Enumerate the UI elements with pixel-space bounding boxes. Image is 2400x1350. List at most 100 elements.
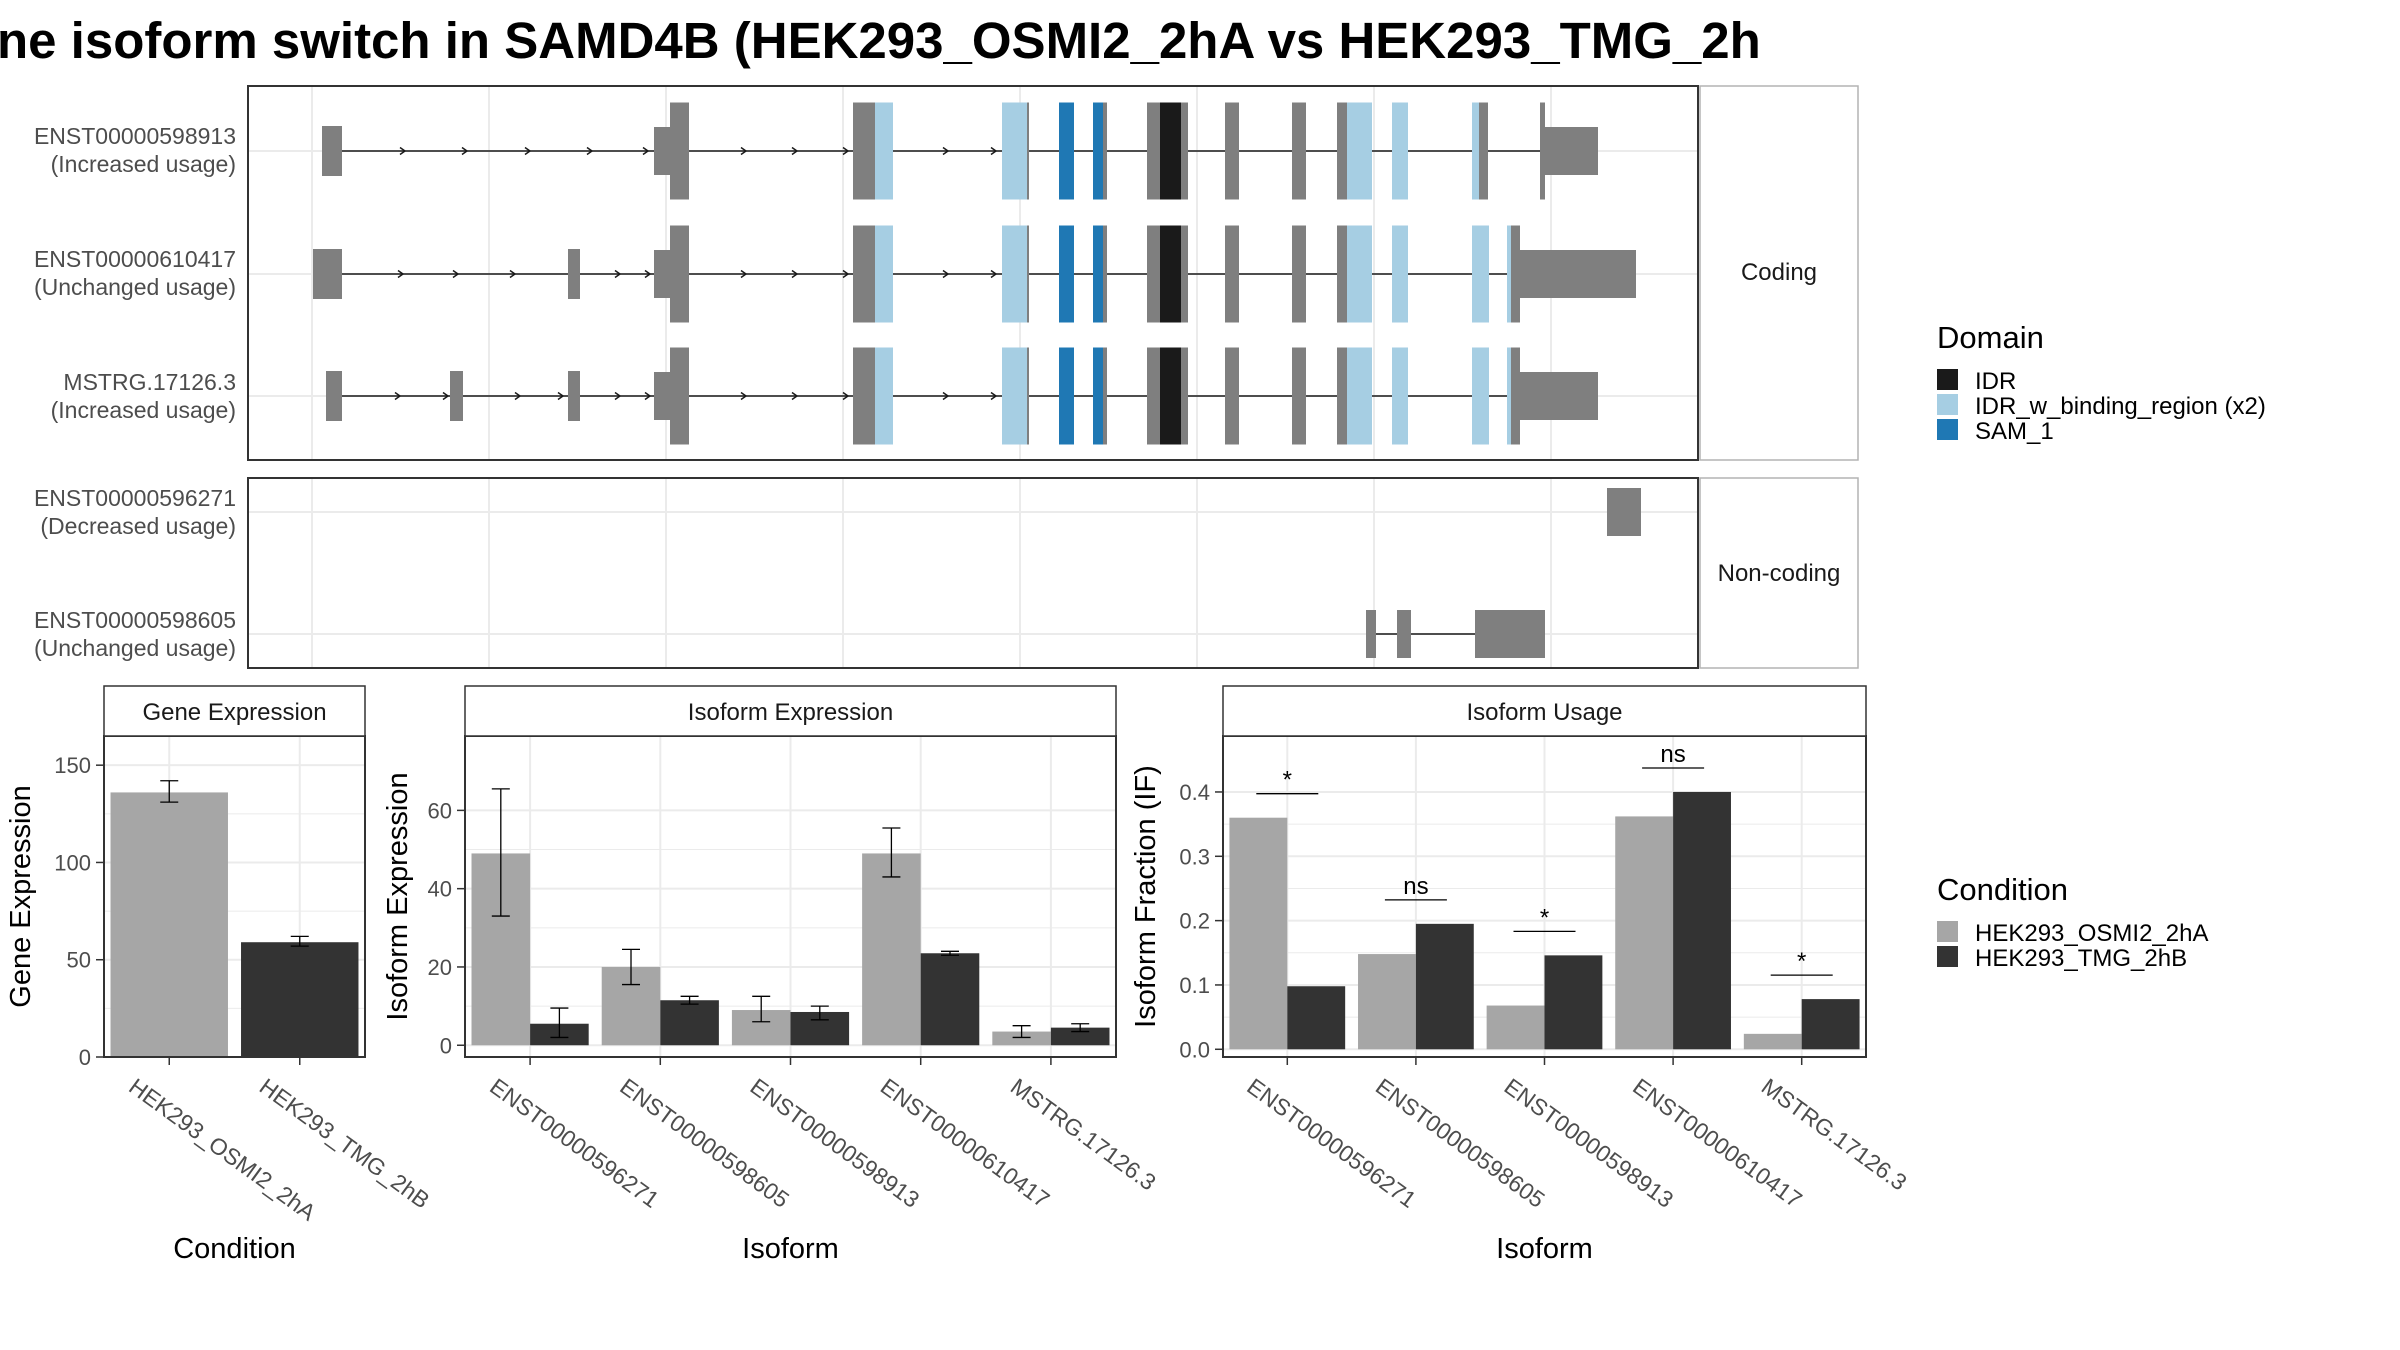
exon-block xyxy=(450,371,463,421)
bar xyxy=(110,792,228,1057)
idr-binding-domain xyxy=(1347,225,1372,323)
idr-binding-domain xyxy=(1392,225,1408,323)
strand-arrow xyxy=(644,391,652,401)
idr-binding-domain xyxy=(875,347,893,445)
exon-block xyxy=(1479,102,1488,200)
bar xyxy=(992,1031,1051,1046)
transcript-name: ENST00000596271 xyxy=(34,485,236,511)
exon-block xyxy=(670,225,689,323)
legend-label: HEK293_OSMI2_2hA xyxy=(1975,920,2208,947)
transcript-usage: (Unchanged usage) xyxy=(34,635,236,661)
idr-binding-domain xyxy=(1002,102,1027,200)
legend-label: IDR_w_binding_region (x2) xyxy=(1975,393,2266,420)
bar xyxy=(1229,817,1288,1050)
strand-arrow xyxy=(740,269,748,279)
y-tick-label: 0.4 xyxy=(1179,780,1210,805)
idr-binding-domain xyxy=(1002,347,1027,445)
y-tick-label: 0.0 xyxy=(1179,1037,1210,1062)
strand-arrow xyxy=(740,391,748,401)
exon-block xyxy=(1103,102,1107,200)
exon-block xyxy=(1225,347,1239,445)
significance-label: ns xyxy=(1660,741,1685,768)
y-tick-label: 50 xyxy=(67,948,91,973)
exon-block xyxy=(1475,610,1545,658)
domain-legend: Domain IDR IDR_w_binding_region (x2) SAM… xyxy=(1937,320,2266,445)
y-tick-label: 0 xyxy=(440,1033,452,1058)
chart-strip xyxy=(464,685,1117,737)
exon-block xyxy=(1511,225,1520,323)
exon-block xyxy=(1540,102,1545,200)
y-tick-label: 0 xyxy=(79,1045,91,1070)
coding-transcript-structures xyxy=(313,102,1636,445)
y-axis-title: Isoform Fraction (IF) xyxy=(1130,765,1162,1028)
strand-arrow xyxy=(842,146,850,156)
exon-block xyxy=(322,126,342,176)
significance-label: * xyxy=(1797,948,1806,975)
sam1-domain xyxy=(1093,347,1103,445)
legend-label: IDR xyxy=(1975,368,2016,395)
strand-arrow xyxy=(394,391,402,401)
domain-legend-title: Domain xyxy=(1937,320,2044,355)
bar xyxy=(1050,1027,1110,1046)
exon-block xyxy=(1225,225,1239,323)
x-axis-title: Isoform xyxy=(1496,1233,1593,1265)
chart-title: Isoform Usage xyxy=(1466,699,1622,726)
strand-arrow xyxy=(791,146,799,156)
strand-arrow xyxy=(740,146,748,156)
noncoding-strip-label: Non-coding xyxy=(1718,560,1841,587)
transcript-row-labels: ENST00000598913 (Increased usage) ENST00… xyxy=(34,123,236,661)
idr-domain xyxy=(1160,347,1181,445)
idr-binding-domain xyxy=(875,225,893,323)
strand-arrow xyxy=(514,391,522,401)
chart-strip xyxy=(1222,685,1867,737)
exon-block xyxy=(1292,225,1306,323)
idr-binding-domain xyxy=(1472,102,1479,200)
strand-arrow xyxy=(614,391,622,401)
significance-label: * xyxy=(1540,904,1549,931)
idr-domain xyxy=(1160,225,1181,323)
y-tick-label: 20 xyxy=(428,955,452,980)
exon-block xyxy=(1397,610,1411,658)
bar xyxy=(1486,1005,1545,1050)
noncoding-strip xyxy=(1699,477,1859,669)
bar xyxy=(1358,954,1416,1050)
exon-block xyxy=(1337,225,1347,323)
y-tick-label: 40 xyxy=(428,877,452,902)
transcript-usage: (Unchanged usage) xyxy=(34,274,236,300)
legend-key-cond-a xyxy=(1937,921,1958,942)
exon-block xyxy=(1545,127,1598,175)
coding-strip xyxy=(1699,85,1859,461)
sam1-domain xyxy=(1059,102,1074,200)
legend-key-cond-b xyxy=(1937,946,1958,967)
condition-legend: Condition HEK293_OSMI2_2hA HEK293_TMG_2h… xyxy=(1937,872,2208,972)
exon-block xyxy=(1181,225,1188,323)
exon-block xyxy=(1103,225,1107,323)
significance-label: ns xyxy=(1403,873,1428,900)
idr-binding-domain xyxy=(1392,102,1408,200)
exon-block xyxy=(1027,347,1029,445)
transcript-usage: (Increased usage) xyxy=(51,397,236,423)
legend-key-idr xyxy=(1937,369,1958,390)
transcript-name: ENST00000610417 xyxy=(34,246,236,272)
exon-block xyxy=(568,371,580,421)
exon-block xyxy=(853,102,875,200)
y-tick-label: 0.2 xyxy=(1179,909,1210,934)
y-tick-label: 60 xyxy=(428,798,452,823)
transcript-name: ENST00000598605 xyxy=(34,607,236,633)
bar xyxy=(862,853,921,1046)
sam1-domain xyxy=(1059,347,1074,445)
exon-block xyxy=(1027,102,1029,200)
strand-arrow xyxy=(586,146,594,156)
bar xyxy=(1544,955,1603,1050)
exon-block xyxy=(853,347,875,445)
exon-block xyxy=(1607,488,1641,536)
exon-block xyxy=(1181,347,1188,445)
strand-arrow xyxy=(614,269,622,279)
exon-block xyxy=(1147,347,1160,445)
strand-arrow xyxy=(524,146,532,156)
transcript-usage: (Increased usage) xyxy=(51,151,236,177)
idr-binding-domain xyxy=(1507,225,1511,323)
strand-arrow xyxy=(942,269,950,279)
idr-binding-domain xyxy=(1507,347,1511,445)
